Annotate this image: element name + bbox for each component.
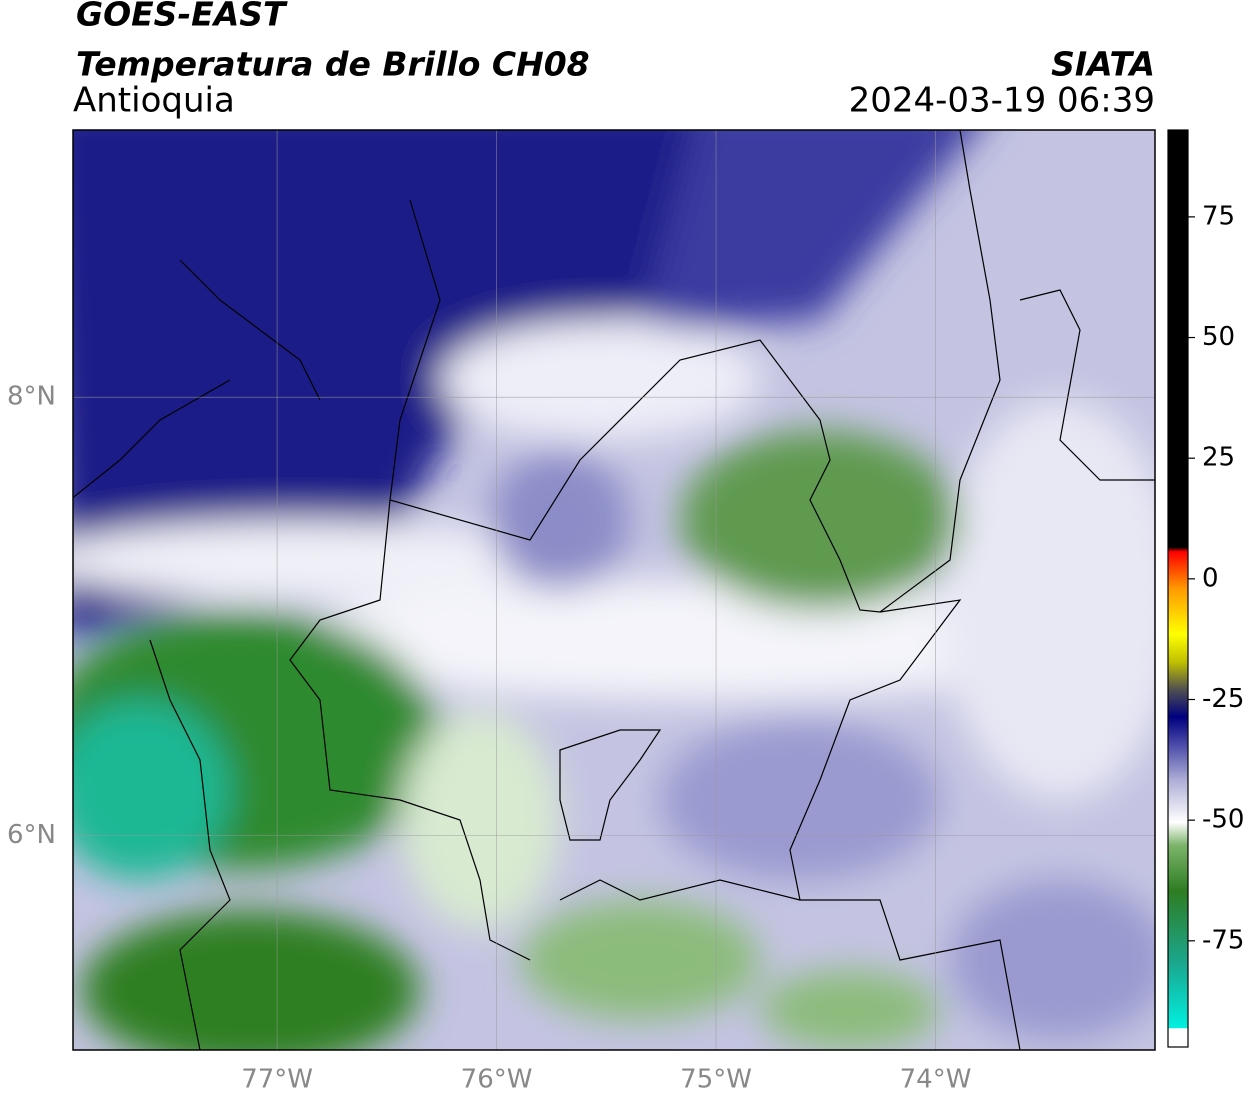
title: GOES-EAST xyxy=(76,0,288,34)
map-frame xyxy=(72,129,1156,1051)
colorbar-label: 50 xyxy=(1202,322,1235,352)
colorbar-label: 25 xyxy=(1202,443,1235,473)
lat-label: 8°N xyxy=(7,382,56,412)
colorbar-label: -75 xyxy=(1202,925,1244,955)
datetime: 2024-03-19 06:39 xyxy=(849,81,1155,121)
subtitle: Temperatura de Brillo CH08 xyxy=(76,45,590,84)
lon-label: 76°W xyxy=(461,1065,533,1095)
colorbar-label: 0 xyxy=(1202,563,1219,593)
colorbar xyxy=(1167,129,1189,1048)
colorbar-label: -25 xyxy=(1202,684,1244,714)
lon-label: 75°W xyxy=(680,1065,752,1095)
satellite-image xyxy=(73,130,1155,1050)
colorbar-label: -50 xyxy=(1202,805,1244,835)
lon-label: 74°W xyxy=(900,1065,972,1095)
lon-label: 77°W xyxy=(241,1065,313,1095)
source: SIATA xyxy=(1051,45,1155,84)
region: Antioquia xyxy=(73,81,235,121)
colorbar-label: 75 xyxy=(1202,201,1235,231)
lat-label: 6°N xyxy=(7,820,56,850)
